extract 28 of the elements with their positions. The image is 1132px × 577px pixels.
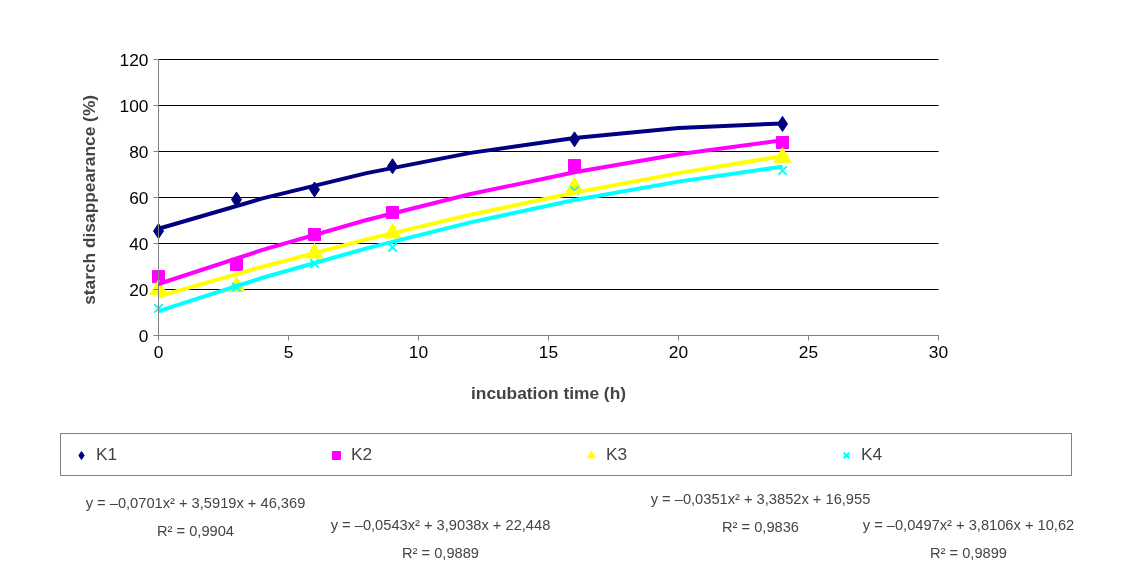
legend-label: K4 <box>861 444 884 465</box>
y-tick-label: 20 <box>129 279 149 300</box>
x-tick-label: 5 <box>283 341 294 362</box>
x-tick-label: 30 <box>928 341 949 362</box>
text: R² = 0,9889 <box>402 544 479 561</box>
text: R² = 0,9904 <box>157 522 234 539</box>
text: R² = 0,9899 <box>930 544 1007 561</box>
legend-label: K3 <box>606 444 629 465</box>
x-axis-title: incubation time (h) <box>471 382 626 403</box>
y-tick-label: 80 <box>129 141 149 162</box>
y-tick-label: 120 <box>119 49 149 70</box>
x-tick-label: 0 <box>153 341 164 362</box>
text: y = –0,0497x² + 3,8106x + 10,62 <box>862 516 1075 533</box>
text: R² = 0,9836 <box>722 518 799 535</box>
x-tick-label: 10 <box>408 341 429 362</box>
x-tick-label: 25 <box>798 341 819 362</box>
legend-label: K1 <box>96 444 119 465</box>
text: y = –0,0543x² + 3,9038x + 22,448 <box>330 516 551 533</box>
text: y = –0,0701x² + 3,5919x + 46,369 <box>85 494 306 511</box>
y-tick-label: 40 <box>129 233 149 254</box>
y-axis-title: starch disappearance (%) <box>78 94 99 305</box>
text: y = –0,0351x² + 3,3852x + 16,955 <box>650 490 871 507</box>
y-tick-label: 100 <box>119 95 149 116</box>
y-tick-label: 60 <box>129 187 149 208</box>
legend-label: K2 <box>351 444 374 465</box>
y-tick-label: 0 <box>138 325 149 346</box>
x-tick-label: 15 <box>538 341 559 362</box>
x-tick-label: 20 <box>668 341 689 362</box>
